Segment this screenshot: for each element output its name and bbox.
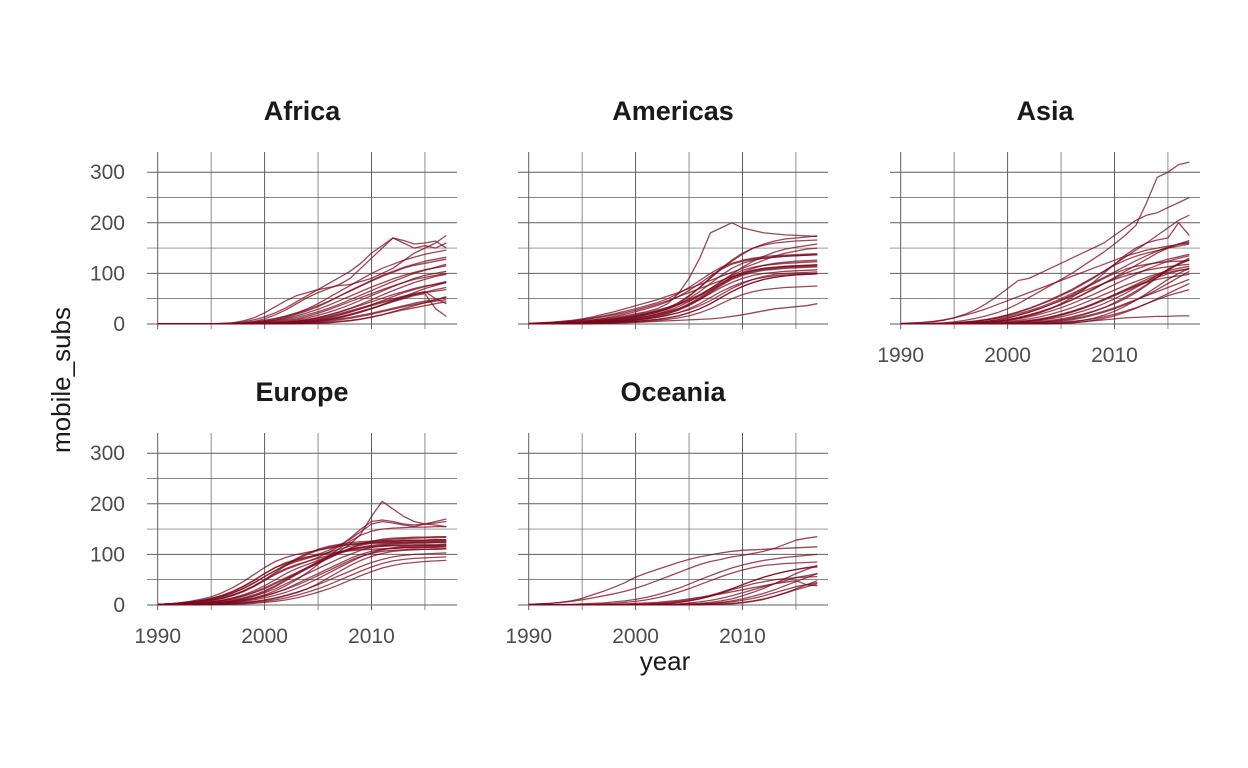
y-tick-label: 300 [90,161,125,184]
y-tick-label: 200 [90,212,125,235]
y-tick-label: 100 [90,262,125,285]
series-line [157,542,447,606]
series-group-europe [157,500,447,606]
series-line [528,566,818,606]
series-line [157,539,447,606]
series-line [528,285,818,325]
y-tick-label: 200 [90,493,125,516]
series-line [157,518,447,606]
panel-americas: Americas [518,96,828,329]
panel-europe: Europe 0 100 200 300 1990 2000 2010 [90,377,457,648]
y-tick-label: 300 [90,442,125,465]
panel-title-africa: Africa [264,96,342,126]
x-tick-label: 1990 [134,625,181,648]
grid-africa [147,152,457,329]
panel-title-americas: Americas [612,96,734,126]
x-tick-label: 2010 [719,625,766,648]
series-group-americas [528,222,818,325]
x-axis-title: year [640,646,691,676]
y-tick-label: 0 [113,313,125,336]
series-line [528,564,818,606]
x-tick-label: 2000 [241,625,288,648]
panel-asia: Asia 1990 2000 2010 [877,96,1200,367]
series-line [528,536,818,606]
x-tick-label: 2000 [984,344,1031,367]
series-line [900,161,1190,325]
series-line [157,559,447,606]
series-line [528,271,818,325]
series-line [900,257,1190,325]
series-line [900,242,1190,325]
series-group-asia [900,161,1190,325]
x-tick-label: 1990 [505,625,552,648]
series-line [528,546,818,606]
series-group-oceania [528,536,818,606]
series-line [157,541,447,606]
series-group-africa [157,234,447,325]
series-line [900,258,1190,325]
series-line [528,565,818,606]
x-tick-label: 2010 [1091,344,1138,367]
panel-oceania: Oceania 1990 2000 2010 [505,377,828,648]
x-tick-label: 2010 [348,625,395,648]
y-tick-label: 0 [113,594,125,617]
series-line [528,583,818,606]
panel-africa: Africa 0 100 200 300 [90,96,457,336]
series-line [157,280,447,325]
series-line [157,541,447,606]
x-tick-label: 2000 [612,625,659,648]
grid-americas [518,152,828,329]
y-axis-title: mobile_subs [46,307,76,453]
series-line [157,265,447,325]
panel-title-oceania: Oceania [620,377,726,407]
y-tick-label: 100 [90,543,125,566]
panel-title-europe: Europe [255,377,348,407]
grid-oceania [518,433,828,610]
series-line [528,264,818,325]
series-line [157,544,447,606]
x-tick-label: 1990 [877,344,924,367]
panel-title-asia: Asia [1016,96,1074,126]
